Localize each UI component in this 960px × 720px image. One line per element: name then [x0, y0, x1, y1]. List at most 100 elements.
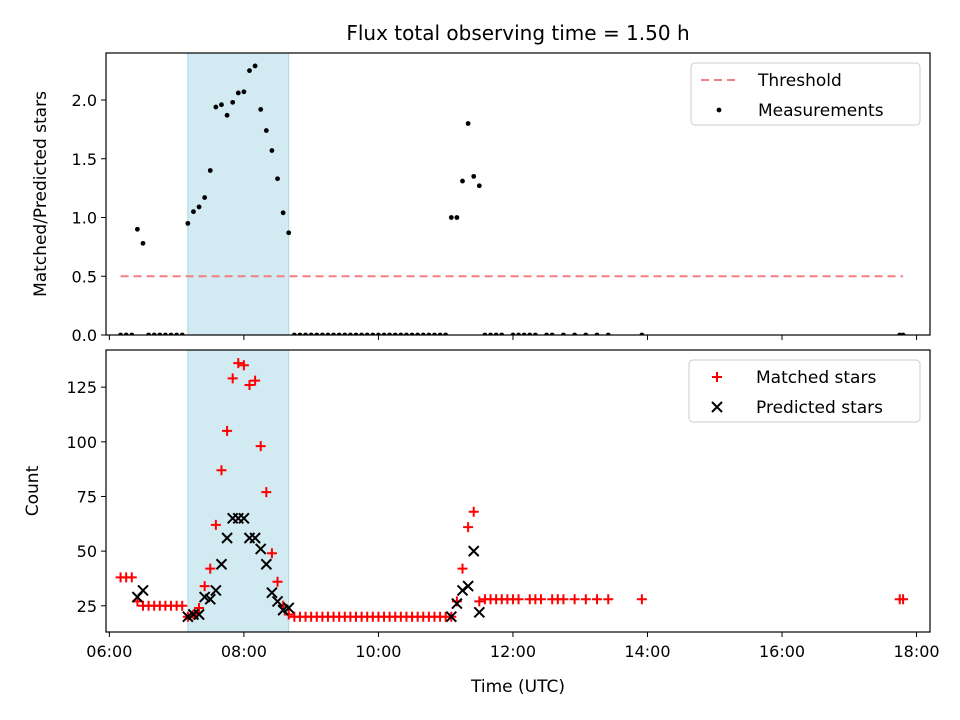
bottom-legend: Matched stars Predicted stars — [688, 359, 921, 423]
y-tick-label: 75 — [77, 487, 97, 506]
predicted-star-point — [249, 532, 261, 544]
predicted-star-point — [271, 595, 284, 608]
x-tick-label: 16:00 — [759, 642, 805, 661]
top-y-axis-label: Matched/Predicted stars — [31, 91, 51, 297]
matched-star-point — [222, 425, 233, 436]
predicted-star-point — [255, 543, 267, 555]
matched-star-point — [205, 563, 216, 574]
legend-box — [688, 359, 921, 423]
legend-matched-swatch — [712, 372, 722, 382]
measurement-point — [140, 240, 146, 246]
predicted-star-point — [283, 602, 295, 614]
y-tick-label: 50 — [77, 542, 97, 561]
legend-predicted-swatch — [711, 401, 723, 413]
matched-star-point — [474, 596, 485, 607]
measurement-point — [275, 176, 280, 182]
y-tick-label: 125 — [66, 378, 97, 397]
matched-star-point — [210, 519, 221, 530]
predicted-star-point — [215, 558, 228, 570]
matched-star-point — [603, 594, 614, 605]
top-panel: 0.0 0.5 1.0 1.5 2.0 Threshold Measurements — [72, 52, 931, 345]
measurement-point — [258, 107, 264, 112]
measurement-point — [460, 178, 465, 184]
measurement-point — [252, 63, 258, 69]
measurement-point — [213, 104, 219, 110]
y-tick-label: 2.0 — [72, 91, 97, 110]
measurement-point — [448, 215, 454, 220]
measurement-point — [465, 121, 471, 126]
bottom-axes-frame — [105, 349, 931, 633]
top-legend: Threshold Measurements — [690, 62, 921, 126]
y-tick-label: 100 — [66, 433, 97, 452]
matched-star-point — [261, 487, 272, 498]
matched-star-point — [244, 379, 255, 390]
measurement-point — [471, 173, 477, 179]
matched-star-point — [558, 594, 569, 605]
legend-label: Predicted stars — [756, 398, 883, 418]
legend-label: Measurements — [758, 101, 884, 121]
y-tick-label: 1.5 — [72, 150, 97, 169]
matched-star-point — [898, 594, 909, 605]
x-tick-label: 10:00 — [355, 642, 401, 661]
x-axis-label: Time (UTC) — [470, 677, 565, 697]
measurement-point — [219, 102, 224, 108]
measurement-point — [224, 112, 230, 118]
legend-label: Threshold — [757, 71, 842, 91]
legend-box — [690, 62, 921, 126]
y-tick-label: 0.0 — [72, 326, 97, 345]
measurement-point — [241, 89, 247, 95]
top-axes-frame — [105, 52, 931, 336]
matched-star-point — [194, 602, 205, 613]
matched-star-point — [592, 594, 603, 605]
observing-window-span — [187, 53, 290, 335]
predicted-star-point — [445, 610, 458, 623]
predicted-star-point — [238, 512, 250, 525]
matched-star-point — [199, 581, 210, 592]
measurement-point — [247, 68, 252, 74]
measurement-point — [207, 168, 213, 173]
predicted-star-point — [462, 580, 474, 592]
matched-star-point — [457, 563, 468, 574]
measurement-point — [235, 90, 241, 96]
y-tick-label: 0.5 — [72, 267, 97, 286]
measurement-point — [191, 209, 196, 215]
chart-title: Flux total observing time = 1.50 h — [346, 21, 689, 45]
x-tick-label: 06:00 — [86, 642, 132, 661]
matched-star-point — [255, 441, 266, 452]
predicted-star-point — [210, 584, 222, 597]
measurement-point — [196, 204, 202, 210]
measurement-point — [185, 220, 191, 226]
bottom-y-axis-label: Count — [23, 465, 43, 516]
matched-star-point — [250, 375, 261, 386]
measurement-point — [202, 195, 208, 200]
matched-star-point — [216, 465, 227, 476]
measurement-point — [230, 99, 236, 105]
matched-star-point — [177, 600, 188, 611]
matched-star-point — [569, 594, 580, 605]
matched-star-point — [513, 594, 524, 605]
measurement-point — [134, 226, 140, 232]
matched-star-point — [227, 373, 238, 384]
matched-star-point — [126, 572, 137, 583]
predicted-star-point — [266, 586, 278, 599]
predicted-star-point — [204, 593, 216, 605]
matched-star-point — [463, 522, 474, 533]
measurement-point — [269, 148, 275, 153]
x-tick-label: 14:00 — [624, 642, 670, 661]
predicted-star-point — [468, 545, 480, 557]
legend-label: Matched stars — [756, 368, 876, 388]
predicted-star-point — [473, 606, 486, 619]
y-tick-label: 1.0 — [72, 209, 97, 228]
matched-star-point — [636, 594, 647, 605]
predicted-star-point — [193, 608, 205, 621]
matched-star-point — [233, 358, 244, 369]
matched-star-point — [580, 594, 591, 605]
legend-measurement-swatch — [716, 107, 722, 113]
bottom-plot-area — [115, 350, 909, 632]
matched-star-point — [266, 548, 277, 559]
predicted-star-point — [260, 558, 273, 570]
predicted-star-point — [451, 597, 463, 610]
matched-star-point — [535, 594, 546, 605]
bottom-panel: 25 50 75 100 125 06:00 08:00 10:00 12:00 14:00 16:… — [66, 349, 940, 661]
